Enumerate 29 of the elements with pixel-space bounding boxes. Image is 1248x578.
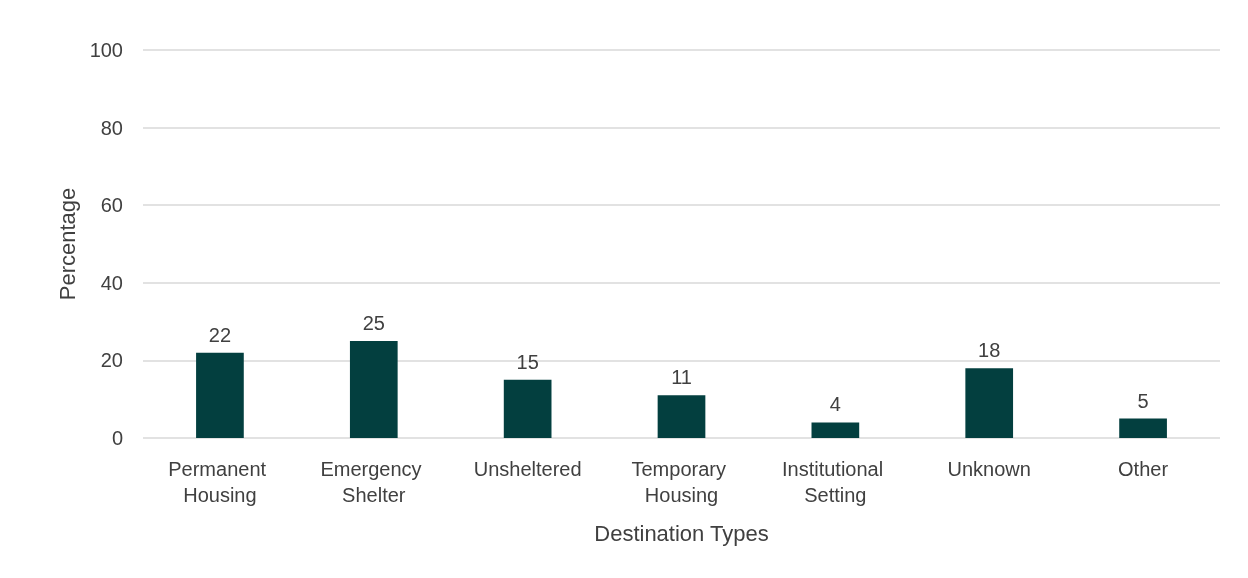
data-label: 4 (829, 393, 841, 416)
data-label: 25 (362, 312, 385, 334)
x-tick-label: Unsheltered (473, 458, 582, 480)
y-tick-label: 80 (100, 116, 123, 139)
x-axis-title: Destination Types (594, 520, 769, 546)
x-tick-label: Temporary Housing (631, 458, 732, 506)
bar (349, 341, 398, 438)
x-tick-label: Emergency Shelter (320, 458, 428, 506)
x-tick-label: Other (1118, 458, 1169, 480)
x-tick-label: Institutional Setting (781, 458, 889, 506)
bar (1119, 418, 1167, 438)
y-tick-label: 0 (111, 427, 123, 449)
bar (811, 422, 860, 438)
y-tick-label: 40 (100, 271, 123, 294)
y-axis-title: Percentage (55, 187, 81, 301)
x-tick-label: Unknown (947, 458, 1031, 480)
y-tick-label: 100 (89, 39, 123, 61)
x-tick-label: Permanent Housing (168, 458, 272, 506)
y-tick-label: 60 (100, 194, 123, 217)
data-label: 15 (516, 350, 539, 373)
bar (196, 352, 244, 438)
bar (503, 379, 552, 438)
data-label: 22 (208, 323, 232, 346)
data-label: 18 (978, 339, 1001, 362)
bar (657, 395, 706, 438)
bar (965, 368, 1014, 438)
y-tick-label: 20 (100, 349, 123, 372)
data-label: 5 (1137, 389, 1149, 412)
data-label: 11 (671, 366, 692, 389)
